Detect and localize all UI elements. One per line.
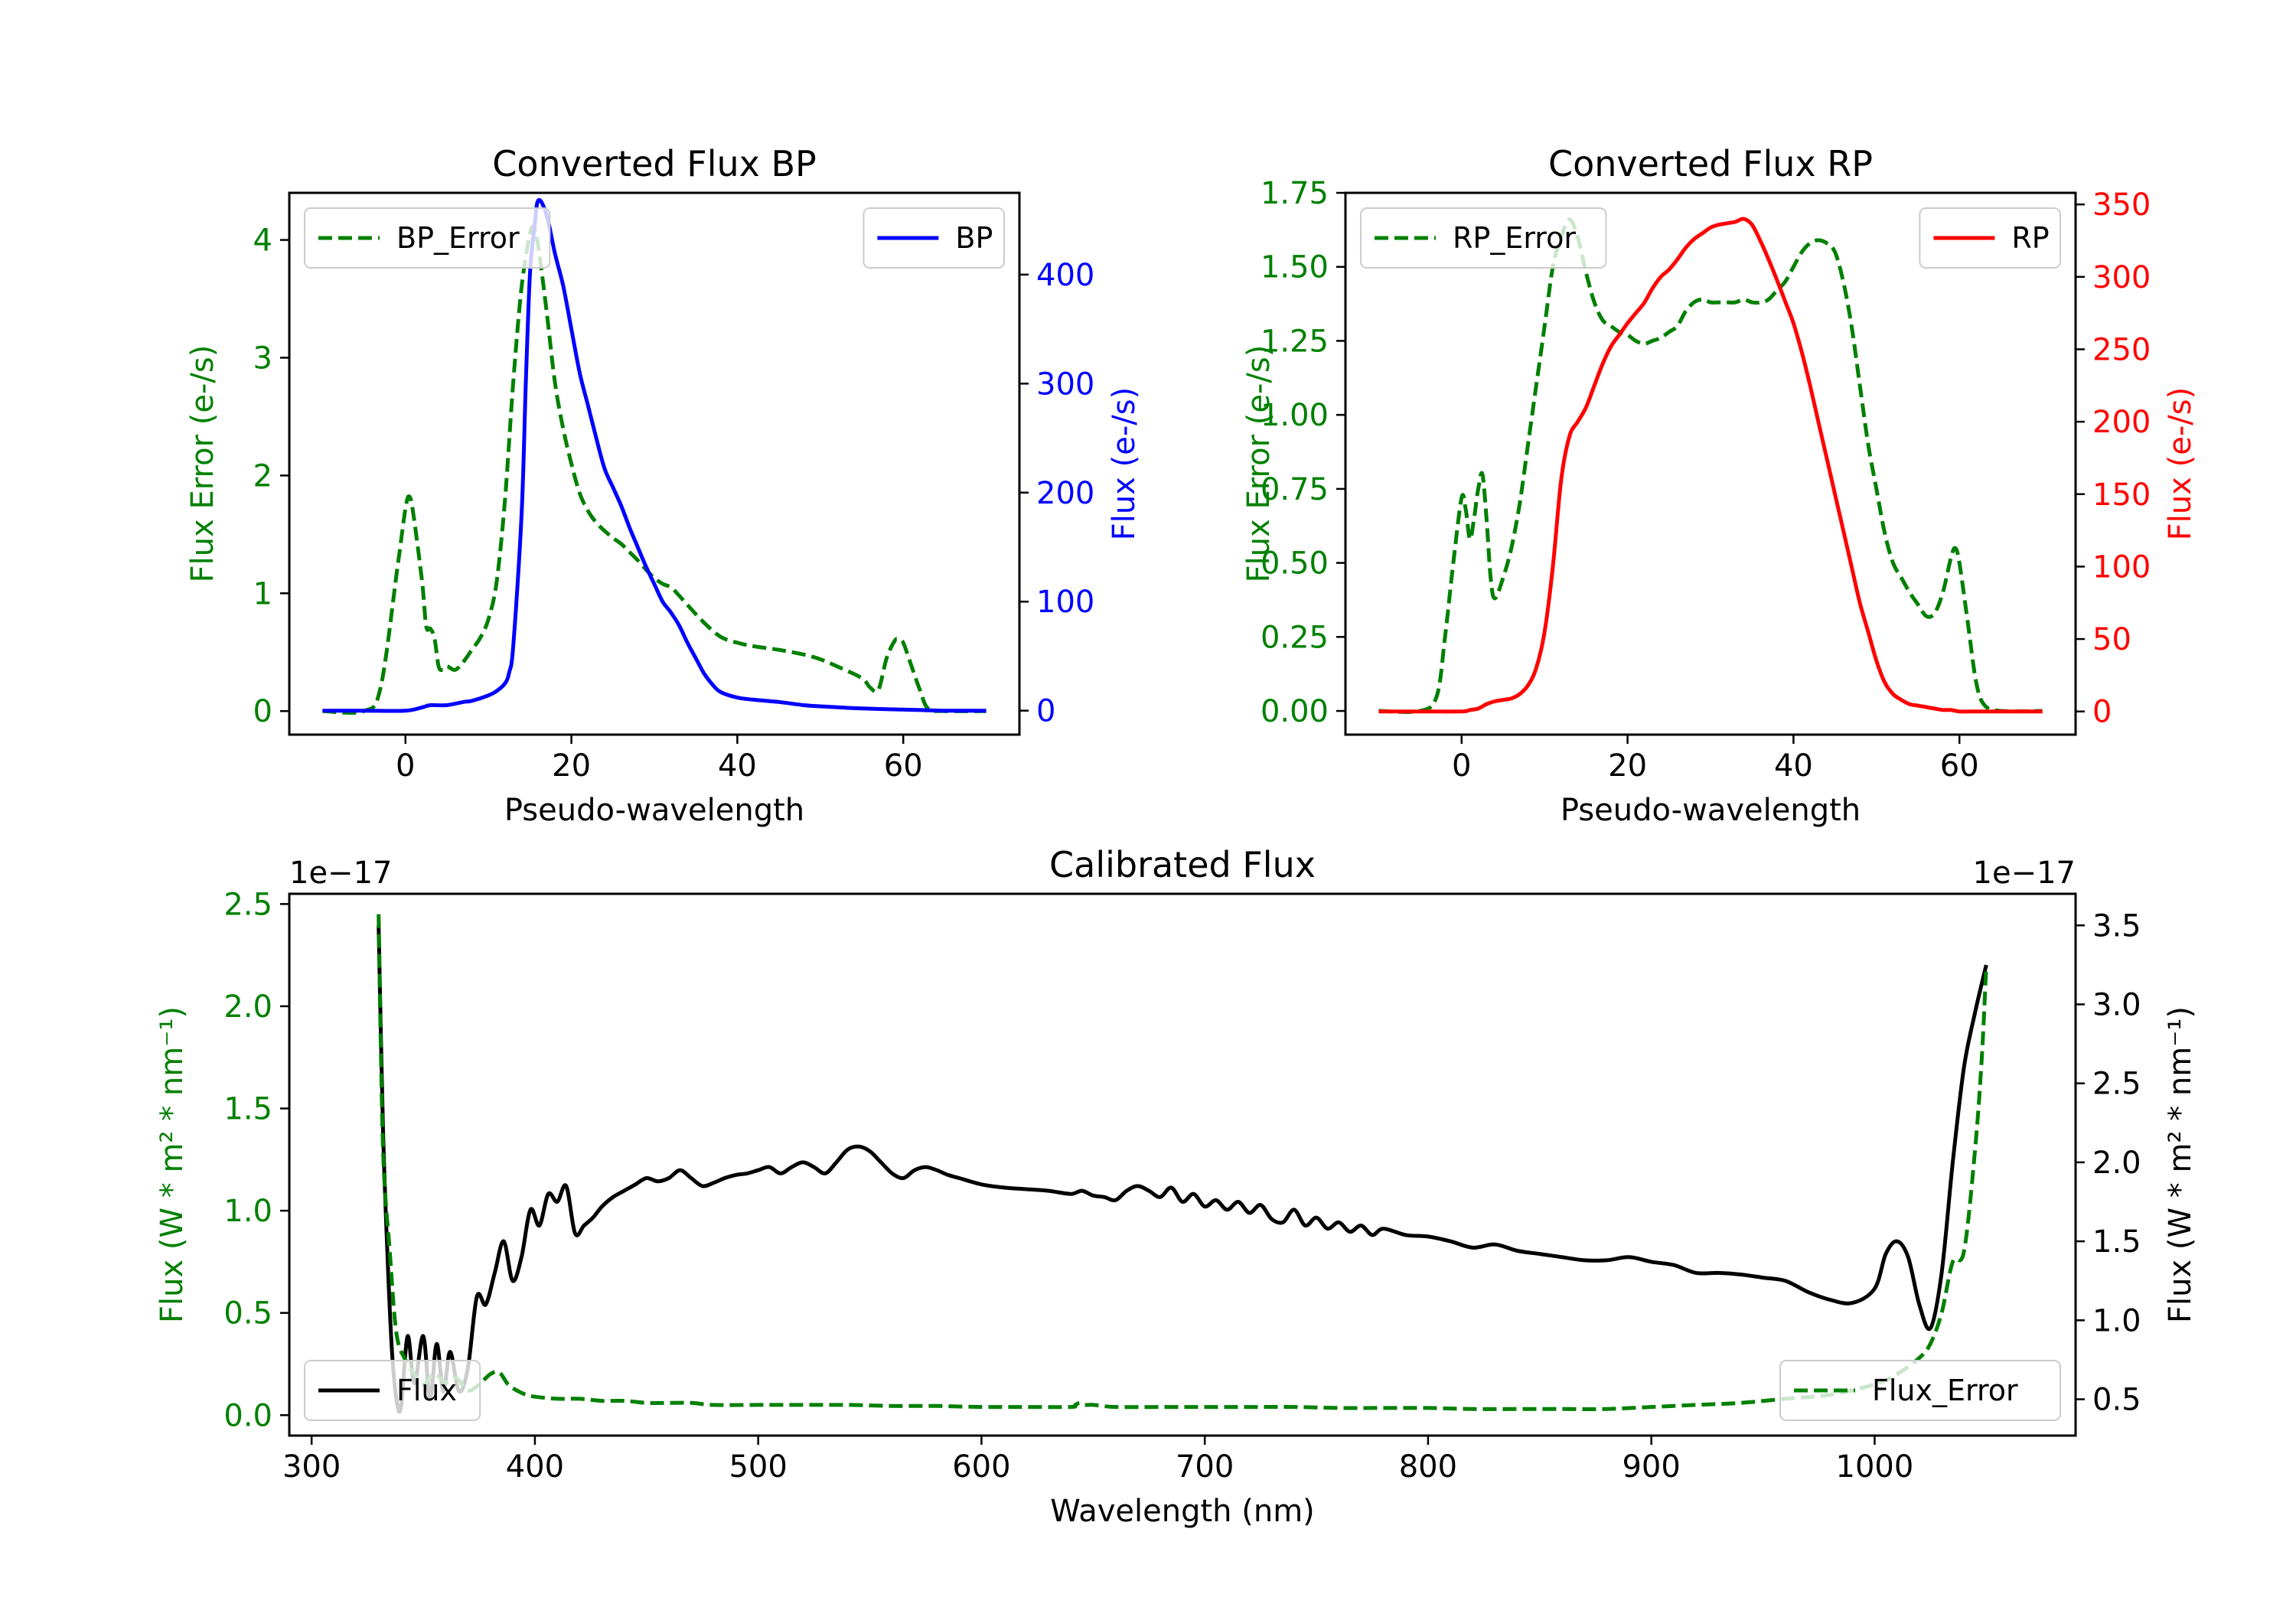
legend-label: Flux	[396, 1374, 457, 1407]
x-axis-label: Pseudo-wavelength	[1561, 793, 1861, 828]
left-y-tick-label: 2.5	[223, 887, 272, 922]
rp-legend: RP	[1919, 207, 2061, 269]
x-tick-label: 900	[1622, 1449, 1680, 1485]
right-y-tick-label: 2.0	[2092, 1146, 2141, 1181]
right-y-tick-label: 0	[1036, 694, 1055, 729]
left-y-tick-label: 0.25	[1261, 620, 1329, 655]
plot-area	[1378, 217, 2043, 714]
right-y-axis-label: Flux (W * m² * nm⁻¹)	[2163, 1006, 2198, 1323]
right-y-tick-label: 250	[2092, 332, 2151, 367]
left-y-tick-label: 1.75	[1261, 176, 1329, 211]
left-y-tick-label: 0.0	[223, 1398, 272, 1433]
axes-frame	[288, 892, 2077, 1437]
left-y-tick-label: 0.75	[1261, 472, 1329, 507]
x-tick-label: 40	[718, 748, 757, 784]
right-y-tick-label: 200	[1036, 476, 1094, 511]
right-y-tick-label: 100	[2092, 549, 2151, 585]
x-tick-label: 20	[552, 748, 591, 784]
right-y-tick-label: 0	[2092, 695, 2112, 730]
rp-series-line	[1378, 217, 2043, 714]
left-offset-text: 1e−17	[289, 856, 392, 891]
legend-label: BP_Error	[396, 221, 520, 255]
x-tick-label: 0	[396, 748, 415, 784]
chart-title: Converted Flux BP	[492, 143, 817, 184]
x-tick-label: 500	[729, 1449, 787, 1485]
left-y-tick-label: 4	[253, 223, 272, 259]
bp-error-series-line	[322, 224, 987, 715]
legend-box	[304, 207, 551, 269]
x-tick-label: 0	[1452, 748, 1471, 784]
x-tick-label: 700	[1176, 1449, 1234, 1485]
left-y-axis-label: Flux Error (e-/s)	[1241, 345, 1277, 583]
rp-error-series-line	[1378, 217, 2043, 714]
legend-box	[1360, 207, 1607, 269]
right-y-tick-label: 1.0	[2092, 1303, 2141, 1338]
right-y-tick-label: 300	[2092, 260, 2151, 295]
rp-panel: Converted Flux RP 0 20 40 60 Pseudo-wavelengt…	[1241, 143, 2198, 828]
flux-series-line	[377, 925, 1988, 1414]
x-tick-label: 60	[1940, 748, 1979, 784]
right-y-tick-label: 100	[1036, 585, 1094, 620]
legend-label: Flux_Error	[1872, 1374, 2018, 1407]
rp-error-legend: RP_Error	[1360, 207, 1607, 269]
left-y-tick-label: 0.5	[223, 1296, 272, 1332]
left-y-tick-label: 0.50	[1261, 546, 1329, 582]
left-y-tick-label: 2.0	[223, 989, 272, 1025]
plot-area	[322, 197, 987, 715]
left-y-axis-label: Flux Error (e-/s)	[185, 345, 220, 583]
x-tick-label: 40	[1774, 748, 1813, 784]
x-tick-label: 400	[506, 1449, 564, 1485]
left-y-tick-label: 1	[253, 576, 272, 611]
right-y-tick-label: 300	[1036, 367, 1094, 402]
legend-box	[304, 1360, 481, 1421]
x-tick-label: 600	[952, 1449, 1010, 1485]
bp-series-line	[322, 197, 987, 713]
chart-title: Converted Flux RP	[1548, 143, 1873, 184]
right-y-tick-label: 400	[1036, 258, 1094, 293]
right-y-tick-label: 0.5	[2092, 1383, 2141, 1418]
right-y-tick-label: 3.0	[2092, 987, 2141, 1022]
left-y-axis-label: Flux (W * m² * nm⁻¹)	[155, 1006, 190, 1323]
x-axis-label: Wavelength (nm)	[1050, 1494, 1315, 1529]
legend-box	[1779, 1360, 2061, 1421]
left-y-tick-label: 0	[253, 694, 272, 729]
x-tick-label: 800	[1399, 1449, 1457, 1485]
flux-legend: Flux	[304, 1360, 481, 1421]
right-y-axis-label: Flux (e-/s)	[2163, 387, 2198, 540]
right-y-tick-label: 200	[2092, 405, 2151, 440]
x-tick-label: 1000	[1836, 1449, 1914, 1485]
left-y-tick-label: 1.00	[1261, 398, 1329, 433]
bp-legend: BP	[863, 207, 1006, 269]
left-y-tick-label: 2	[253, 458, 272, 494]
legend-label: RP_Error	[1453, 221, 1576, 255]
legend-label: RP	[2011, 221, 2049, 255]
axes-frame	[1344, 191, 2077, 736]
calibrated-panel: Calibrated Flux 300 400 500 600 700 800 900 1000…	[155, 844, 2198, 1529]
right-offset-text: 1e−17	[1973, 856, 2076, 891]
right-y-tick-label: 3.5	[2092, 908, 2141, 944]
x-tick-label: 20	[1608, 748, 1647, 784]
right-y-tick-label: 150	[2092, 478, 2151, 513]
legend-label: BP	[955, 221, 993, 255]
left-y-tick-label: 1.5	[223, 1092, 272, 1127]
right-y-tick-label: 2.5	[2092, 1067, 2141, 1102]
bp-panel: Converted Flux BP0 20 40 60Pseudo-wavelengt…	[185, 143, 1142, 828]
axes-frame	[288, 191, 1021, 736]
left-y-tick-label: 1.0	[223, 1194, 272, 1229]
bp-error-legend: BP_Error	[304, 207, 551, 269]
left-y-tick-label: 1.25	[1261, 324, 1329, 359]
left-y-tick-label: 0.00	[1261, 694, 1329, 729]
x-tick-label: 300	[282, 1449, 341, 1485]
x-axis-label: Pseudo-wavelength	[504, 793, 804, 828]
right-y-tick-label: 350	[2092, 187, 2151, 223]
x-tick-label: 60	[884, 748, 923, 784]
right-y-axis-label: Flux (e-/s)	[1107, 387, 1142, 540]
chart-title: Calibrated Flux	[1049, 844, 1316, 885]
right-y-tick-label: 1.5	[2092, 1224, 2141, 1260]
right-y-tick-label: 50	[2092, 622, 2131, 657]
left-y-tick-label: 1.50	[1261, 250, 1329, 285]
left-y-tick-label: 3	[253, 341, 272, 376]
flux-error-legend: Flux_Error	[1779, 1360, 2061, 1421]
